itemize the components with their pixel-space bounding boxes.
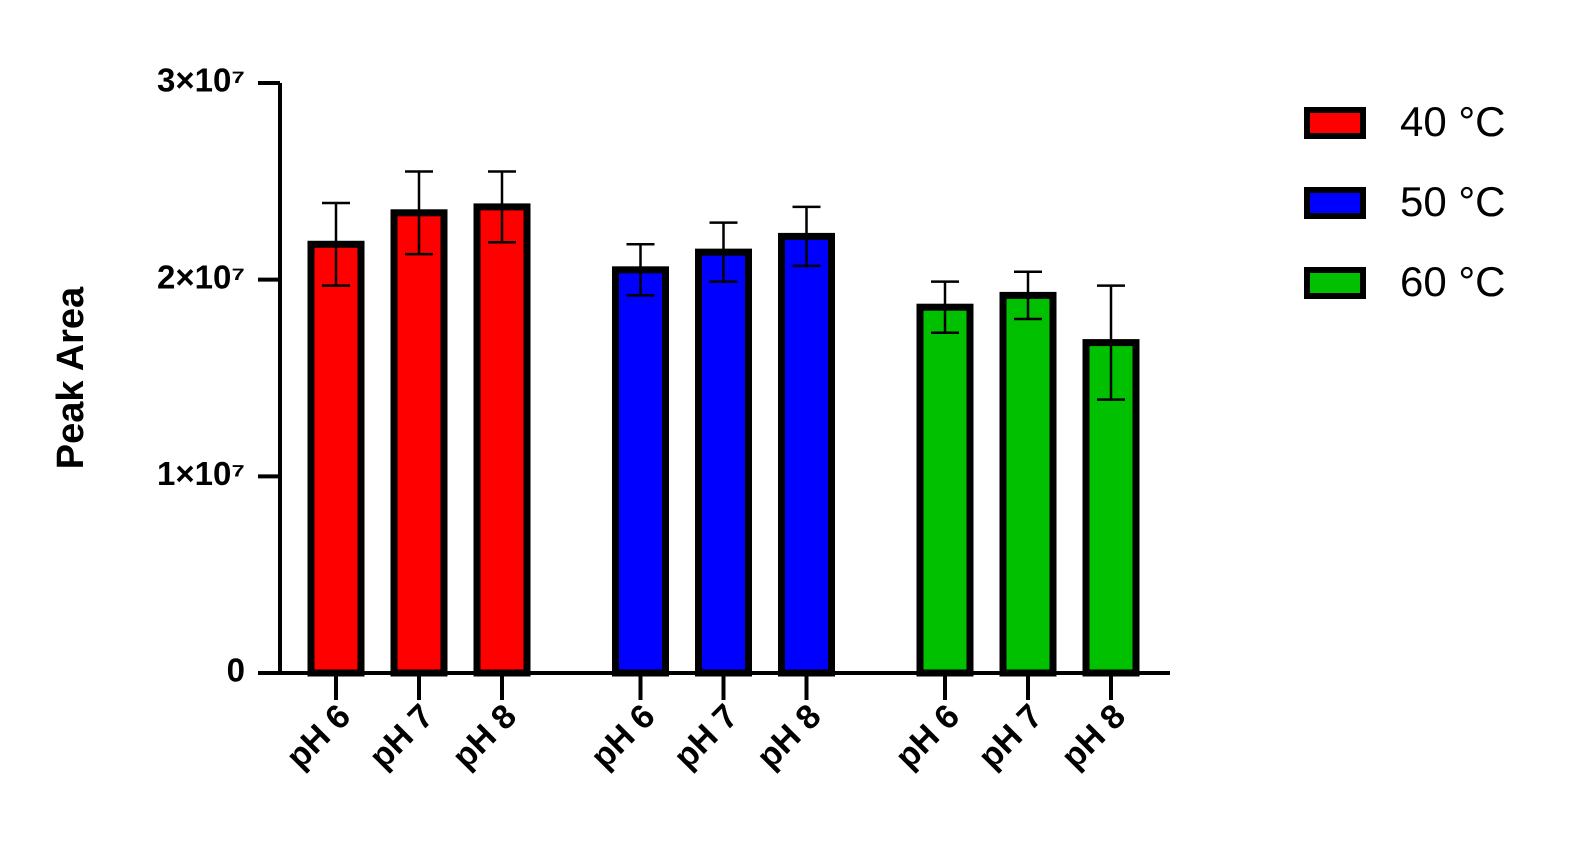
bar bbox=[390, 209, 448, 677]
y-tick-label: 1×10⁷ bbox=[157, 455, 245, 492]
x-tick-label: pH 6 bbox=[888, 697, 967, 776]
x-tick-label: pH 6 bbox=[584, 697, 663, 776]
legend-swatch bbox=[1304, 107, 1366, 139]
x-tick-label: pH 8 bbox=[445, 697, 524, 776]
x-tick-label: pH 8 bbox=[750, 697, 829, 776]
x-tick-label: pH 7 bbox=[362, 697, 441, 776]
legend-swatch bbox=[1304, 267, 1366, 299]
bar bbox=[307, 240, 365, 677]
legend-label: 50 °C bbox=[1400, 178, 1506, 225]
legend-label: 60 °C bbox=[1400, 258, 1506, 305]
bar bbox=[916, 303, 974, 677]
legend-label: 40 °C bbox=[1400, 98, 1506, 145]
y-axis-label: Peak Area bbox=[50, 286, 92, 469]
x-tick-label: pH 7 bbox=[667, 697, 746, 776]
legend-swatch bbox=[1304, 187, 1366, 219]
bar bbox=[778, 232, 835, 677]
bar bbox=[999, 291, 1057, 677]
x-tick-label: pH 8 bbox=[1054, 697, 1133, 776]
x-tick-label: pH 6 bbox=[279, 697, 358, 776]
bar bbox=[473, 203, 531, 677]
bar bbox=[695, 248, 752, 677]
y-tick-label: 3×10⁷ bbox=[157, 62, 245, 99]
y-tick-label: 2×10⁷ bbox=[157, 258, 245, 295]
x-tick-label: pH 7 bbox=[971, 697, 1050, 776]
bar bbox=[612, 266, 669, 677]
y-tick-label: 0 bbox=[227, 652, 245, 689]
